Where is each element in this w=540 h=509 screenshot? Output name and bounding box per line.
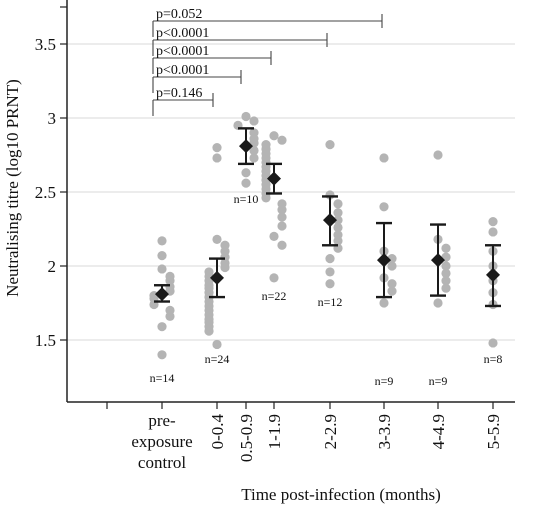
data-point [277,221,287,231]
data-point [269,273,279,283]
data-point [488,217,498,227]
data-point [249,145,259,156]
means-and-ci [154,127,501,308]
x-tick-label: 1-1.9 [265,414,284,449]
data-point [325,254,335,264]
mean-marker [267,171,281,186]
y-tick-label: 2.5 [35,183,56,202]
mean-marker [377,253,391,268]
n-label: n=9 [375,374,394,388]
data-point [157,236,167,246]
data-point [212,153,222,163]
data-point [333,199,343,209]
x-tick-label: 0.5-0.9 [237,414,256,462]
n-label: n=12 [318,295,343,309]
x-tick-label: 2-2.9 [321,414,340,449]
data-point [277,212,287,222]
p-value-label: p=0.146 [156,86,202,101]
y-axis-label: Neutralising titre (log10 PRNT) [3,79,22,297]
p-value-label: p<0.0001 [156,26,209,41]
data-point [212,143,222,153]
data-point [333,236,343,246]
y-tick-label: 3.5 [35,35,56,54]
mean-marker [239,139,253,154]
x-tick-label: 3-3.9 [375,414,394,449]
data-point [387,286,397,296]
data-point [433,150,443,160]
data-point [441,283,451,293]
data-point [269,231,279,241]
x-tick-label: exposure [131,432,192,451]
data-point [488,227,498,237]
data-point [277,240,287,250]
gridlines [67,43,515,341]
n-label: n=24 [205,352,230,366]
p-value-label: p<0.0001 [156,63,209,78]
data-point [157,322,167,332]
data-point [277,205,287,215]
data-point [157,251,167,261]
data-point [277,135,287,145]
data-point [387,279,397,289]
y-tick-label: 1.5 [35,331,56,350]
data-point [325,140,335,150]
data-point [333,208,343,218]
data-point [212,234,222,244]
mean-marker [431,253,445,268]
x-tick-label: pre- [148,411,176,430]
significance-brackets: p=0.146 p<0.0001 p<0.0001 p<0.0001 p=0.052 [152,7,383,116]
data-points [149,111,498,360]
x-tick-label: 4-4.9 [429,414,448,449]
mean-marker [210,270,224,285]
data-point [204,326,214,336]
n-labels: n=14 n=24 n=10 n=22 n=12 n=9 n=9 n=8 [150,192,503,388]
mean-marker [486,267,500,282]
x-axis-label: Time post-infection (months) [241,485,441,504]
data-point [441,243,451,253]
mean-marker [323,213,337,228]
data-point [249,153,259,163]
axes [66,0,515,403]
x-tick-label: 5-5.9 [484,414,503,449]
n-label: n=14 [150,371,175,385]
x-ticks: pre-exposure control 0-0.4 0.5-0.9 1-1.9 2-2.… [106,402,503,472]
data-point [241,178,251,188]
y-ticks: 1.5 2 2.5 3 3.5 [35,6,67,350]
data-point [261,193,271,203]
data-point [387,261,397,271]
p-value-label: p=0.052 [156,7,202,22]
data-point [441,276,451,286]
data-point [433,298,443,308]
n-label: n=22 [262,289,287,303]
n-label: n=10 [234,192,259,206]
n-label: n=9 [429,374,448,388]
data-point [157,264,167,274]
data-point [441,261,451,271]
mean-marker [155,287,169,302]
data-point [157,350,167,360]
data-point [241,111,251,122]
data-point [488,338,498,348]
y-tick-label: 2 [48,257,57,276]
x-tick-label: 0-0.4 [208,414,227,450]
data-point [379,202,389,212]
data-point [325,279,335,289]
data-point [441,268,451,278]
data-point [379,153,389,163]
data-point [325,267,335,277]
x-tick-label: control [138,453,186,472]
n-label: n=8 [484,352,503,366]
data-point [333,222,343,233]
p-value-label: p<0.0001 [156,44,209,59]
data-point [379,298,389,308]
data-point [249,116,259,126]
data-point [269,131,279,141]
data-point [241,168,251,178]
data-point [220,262,230,273]
data-point [165,311,175,321]
data-point [333,215,343,225]
data-point [212,339,222,350]
y-tick-label: 3 [48,109,57,128]
